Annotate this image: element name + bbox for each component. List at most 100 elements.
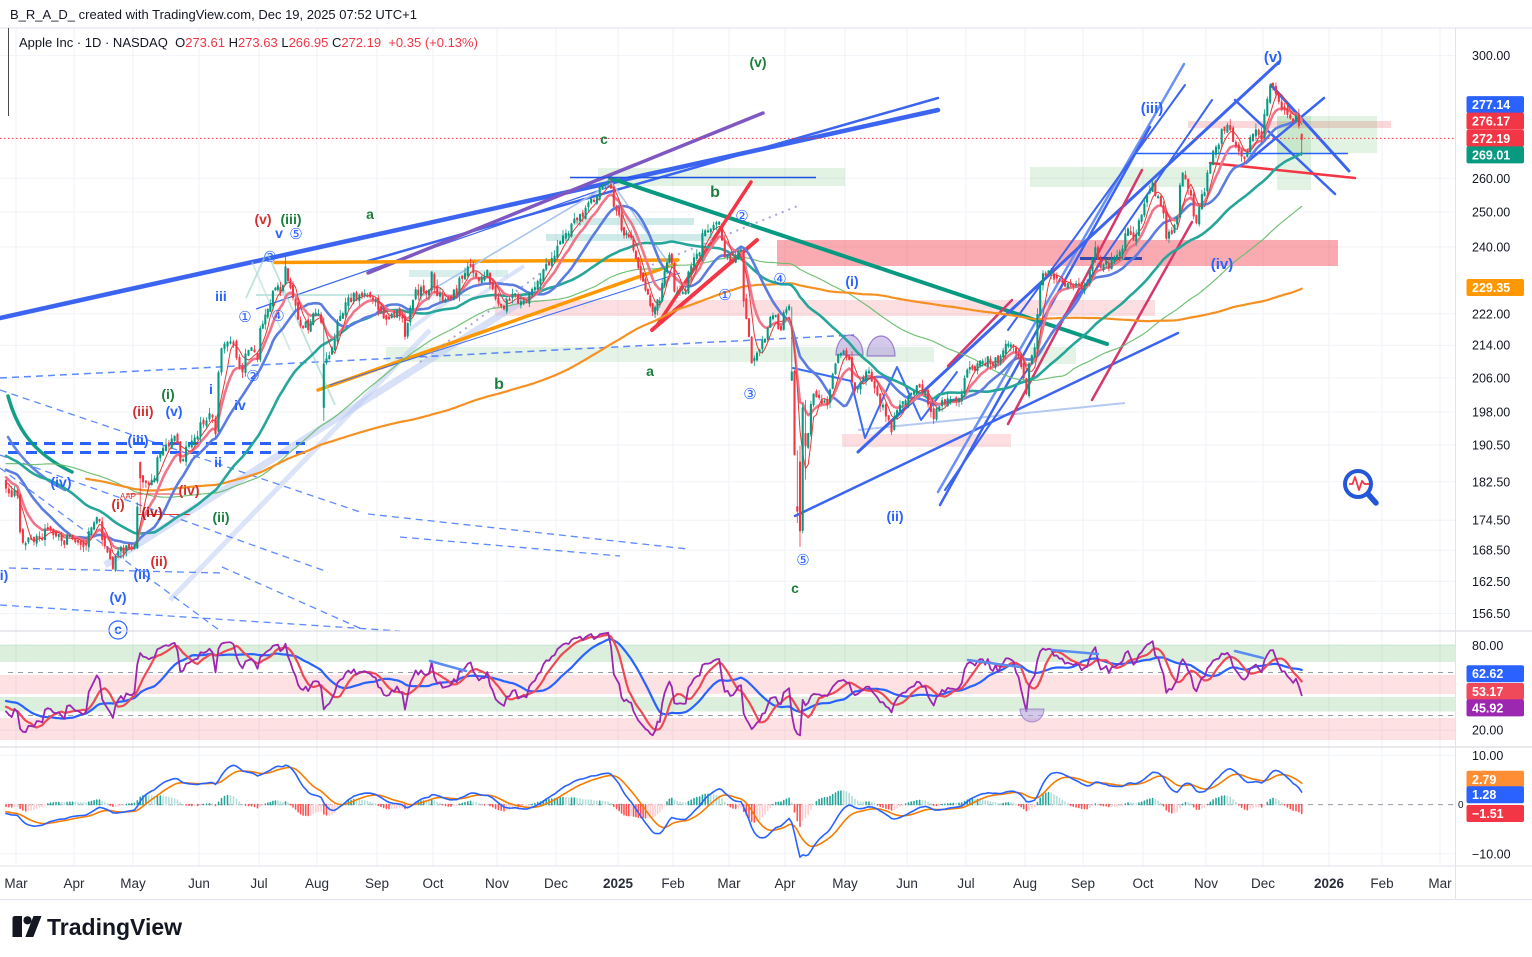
svg-text:(v): (v) [749, 54, 766, 70]
svg-text:250.00: 250.00 [1472, 205, 1510, 219]
svg-text:(v): (v) [1264, 49, 1282, 66]
svg-text:0: 0 [1458, 800, 1464, 811]
svg-text:(iv): (iv) [1211, 256, 1234, 273]
svg-text:④: ④ [773, 271, 786, 288]
svg-text:(ii): (ii) [150, 553, 167, 569]
svg-text:240.00: 240.00 [1472, 240, 1510, 254]
svg-text:iii: iii [215, 288, 227, 304]
svg-text:−10.00: −10.00 [1472, 847, 1511, 861]
svg-text:Sep: Sep [365, 876, 389, 891]
svg-text:(ii): (ii) [133, 566, 150, 582]
svg-text:(iv): (iv) [51, 474, 72, 490]
svg-text:②: ② [246, 368, 259, 385]
svg-text:AAP: AAP [120, 492, 136, 501]
svg-text:198.00: 198.00 [1472, 405, 1510, 419]
svg-text:2026: 2026 [1314, 876, 1345, 891]
svg-text:190.50: 190.50 [1472, 439, 1510, 453]
svg-text:162.50: 162.50 [1472, 575, 1510, 589]
svg-text:Aug: Aug [1013, 876, 1037, 891]
svg-text:Oct: Oct [1132, 876, 1153, 891]
svg-text:iv: iv [234, 397, 246, 413]
svg-text:276.17: 276.17 [1472, 115, 1510, 129]
svg-text:53.17: 53.17 [1472, 685, 1503, 699]
svg-text:b: b [710, 184, 720, 201]
svg-text:(v): (v) [165, 403, 182, 419]
svg-text:i): i) [0, 567, 8, 583]
svg-text:Dec: Dec [1251, 876, 1275, 891]
svg-text:③: ③ [263, 249, 276, 266]
svg-text:(v): (v) [254, 211, 271, 227]
svg-text:Apr: Apr [63, 876, 85, 891]
svg-text:c: c [114, 621, 122, 637]
svg-text:168.50: 168.50 [1472, 544, 1510, 558]
svg-text:(i): (i) [161, 386, 174, 402]
svg-text:Jun: Jun [188, 876, 210, 891]
svg-text:c: c [600, 131, 608, 147]
svg-text:Oct: Oct [422, 876, 443, 891]
svg-text:TradingView: TradingView [47, 914, 182, 940]
svg-text:(iii): (iii) [133, 403, 154, 419]
svg-text:229.35: 229.35 [1472, 281, 1510, 295]
svg-text:(iii): (iii) [281, 211, 302, 227]
svg-text:174.50: 174.50 [1472, 514, 1510, 528]
svg-text:③: ③ [743, 386, 756, 403]
svg-text:182.50: 182.50 [1472, 475, 1510, 489]
svg-text:Apr: Apr [774, 876, 796, 891]
svg-text:10.00: 10.00 [1472, 749, 1503, 763]
svg-text:214.00: 214.00 [1472, 339, 1510, 353]
svg-text:300.00: 300.00 [1472, 49, 1510, 63]
svg-text:①: ① [238, 309, 251, 326]
svg-text:Mar: Mar [717, 876, 741, 891]
svg-text:Feb: Feb [1370, 876, 1393, 891]
svg-text:277.14: 277.14 [1472, 98, 1510, 112]
svg-text:①: ① [718, 287, 731, 304]
svg-text:Feb: Feb [661, 876, 684, 891]
svg-text:272.19: 272.19 [1472, 132, 1510, 146]
svg-text:Sep: Sep [1071, 876, 1095, 891]
svg-text:Jul: Jul [957, 876, 974, 891]
svg-text:(ii): (ii) [212, 509, 229, 525]
svg-text:Apple Inc · 1D · NASDAQ O273.: Apple Inc · 1D · NASDAQ O273.61 H273.63 … [19, 35, 478, 50]
svg-text:(iii): (iii) [128, 432, 149, 448]
svg-text:Mar: Mar [4, 876, 28, 891]
svg-text:(iv): (iv) [142, 504, 163, 520]
svg-text:(ii): (ii) [886, 508, 903, 524]
svg-text:a: a [646, 363, 654, 379]
svg-text:2025: 2025 [603, 876, 634, 891]
svg-text:④: ④ [271, 308, 284, 325]
svg-text:269.01: 269.01 [1472, 148, 1510, 162]
svg-text:62.62: 62.62 [1472, 667, 1503, 681]
svg-text:v: v [275, 225, 283, 241]
svg-text:2.79: 2.79 [1472, 773, 1496, 787]
svg-text:(i): (i) [111, 496, 124, 512]
svg-text:1.28: 1.28 [1472, 788, 1496, 802]
svg-text:156.50: 156.50 [1472, 607, 1510, 621]
svg-text:20.00: 20.00 [1472, 724, 1503, 738]
svg-text:May: May [832, 876, 858, 891]
svg-text:222.00: 222.00 [1472, 307, 1510, 321]
svg-text:i: i [209, 381, 213, 397]
svg-text:260.00: 260.00 [1472, 172, 1510, 186]
svg-text:Dec: Dec [544, 876, 568, 891]
svg-text:⑤: ⑤ [289, 226, 302, 243]
svg-text:②: ② [735, 208, 748, 225]
svg-text:a: a [366, 206, 374, 222]
svg-text:(i): (i) [845, 273, 858, 289]
svg-text:May: May [120, 876, 146, 891]
svg-text:206.00: 206.00 [1472, 371, 1510, 385]
svg-text:−1.51: −1.51 [1472, 807, 1504, 821]
svg-text:Nov: Nov [485, 876, 509, 891]
svg-text:ii: ii [214, 454, 222, 470]
svg-text:80.00: 80.00 [1472, 639, 1503, 653]
svg-text:Jun: Jun [896, 876, 918, 891]
svg-text:⑤: ⑤ [796, 552, 809, 569]
svg-text:(iii): (iii) [1141, 100, 1164, 117]
svg-text:B_R_A_D_ created with TradingV: B_R_A_D_ created with TradingView.com, D… [10, 7, 417, 22]
svg-text:(v): (v) [109, 589, 126, 605]
svg-text:c: c [791, 580, 799, 596]
svg-text:b: b [494, 376, 504, 393]
svg-text:Mar: Mar [1428, 876, 1452, 891]
svg-text:Nov: Nov [1194, 876, 1218, 891]
svg-text:Jul: Jul [250, 876, 267, 891]
svg-text:45.92: 45.92 [1472, 701, 1503, 715]
